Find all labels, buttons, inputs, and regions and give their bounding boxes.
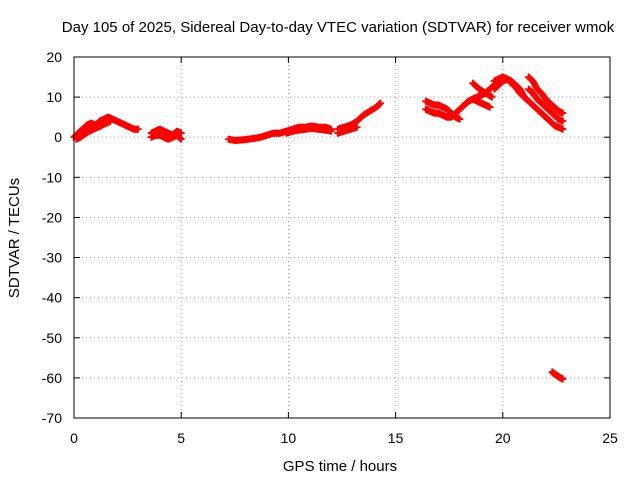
y-tick-label: 20 xyxy=(46,49,62,65)
series-arc-n xyxy=(490,73,528,101)
series-arc-f xyxy=(282,124,335,137)
x-tick-label: 25 xyxy=(602,430,618,446)
data-point xyxy=(134,125,142,133)
data-point xyxy=(559,375,567,383)
data-point xyxy=(106,117,114,125)
series-arc-l xyxy=(469,79,496,101)
x-tick-label: 15 xyxy=(388,430,404,446)
data-point xyxy=(520,93,528,101)
y-tick-labels: -70 -60 -50 -40 -30 -20 -10 0 10 20 xyxy=(42,49,62,426)
y-tick-label: -30 xyxy=(42,250,62,266)
series-arc-q xyxy=(548,368,567,383)
y-tick-label: -20 xyxy=(42,209,62,225)
x-tick-label: 20 xyxy=(495,430,511,446)
y-tick-label: 0 xyxy=(54,129,62,145)
x-tick-labels: 0 5 10 15 20 25 xyxy=(70,430,618,446)
data-points xyxy=(70,73,567,383)
data-point xyxy=(456,115,464,123)
series-arc-j xyxy=(422,97,464,123)
data-point xyxy=(488,93,496,101)
data-point xyxy=(486,103,494,111)
data-point xyxy=(559,117,567,125)
gridlines xyxy=(74,57,610,418)
data-point xyxy=(559,125,567,133)
series-arc-b xyxy=(72,117,114,143)
series-arc-h xyxy=(334,123,361,137)
series-arc-g xyxy=(334,99,385,133)
x-tick-label: 0 xyxy=(70,430,78,446)
x-axis-title: GPS time / hours xyxy=(283,458,397,475)
y-axis-title: SDTVAR / TECUs xyxy=(6,178,23,298)
y-tick-label: -60 xyxy=(42,370,62,386)
data-point xyxy=(177,135,185,143)
x-tick-label: 10 xyxy=(281,430,297,446)
data-point xyxy=(559,109,567,117)
x-tick-label: 5 xyxy=(177,430,185,446)
series-arc-p xyxy=(525,85,567,125)
y-tick-label: 10 xyxy=(46,89,62,105)
data-point xyxy=(353,123,361,131)
plot-frame xyxy=(73,56,611,419)
series-arc-o xyxy=(525,73,567,117)
series-arc-k xyxy=(469,95,494,111)
data-point xyxy=(377,99,385,107)
tick-marks xyxy=(73,56,611,419)
y-tick-label: -50 xyxy=(42,330,62,346)
chart-title: Day 105 of 2025, Sidereal Day-to-day VTE… xyxy=(62,19,615,36)
y-tick-label: -70 xyxy=(42,410,62,426)
y-tick-label: -10 xyxy=(42,169,62,185)
data-point xyxy=(327,127,335,135)
y-tick-label: -40 xyxy=(42,290,62,306)
series-arc-d xyxy=(147,131,185,143)
